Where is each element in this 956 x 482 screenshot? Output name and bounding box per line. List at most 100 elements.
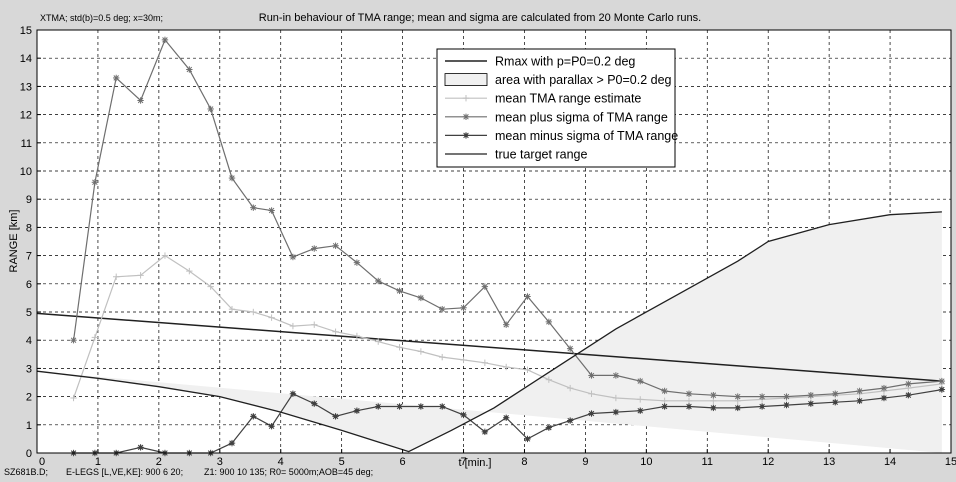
data-point [566,345,574,352]
y-tick-label: 1 [26,420,32,432]
legend-label: area with parallax > P0=0.2 deg [495,73,672,87]
data-point [566,417,574,424]
y-tick-label: 9 [26,194,32,206]
legend-swatch [444,73,488,86]
data-point [880,384,888,392]
y-tick-label: 7 [26,251,32,263]
data-point [396,344,403,351]
legend-entry: mean minus sigma of TMA range [445,129,678,143]
data-point [661,403,668,410]
data-point [462,132,470,139]
data-point [783,393,790,400]
legend-entry: mean plus sigma of TMA range [445,110,668,124]
data-point [417,403,425,410]
data-point [685,397,693,405]
y-axis-label: RANGE [km] [8,210,20,273]
data-point [268,423,275,430]
data-point [289,322,297,330]
legend-label: true target range [495,148,587,162]
data-point [612,394,620,402]
data-point [375,403,382,410]
data-point [612,372,620,379]
y-tick-label: 10 [20,166,32,178]
data-point [807,391,815,399]
data-point [353,332,361,340]
data-point [228,439,236,447]
data-point [502,363,510,371]
data-point [637,407,644,414]
data-point [524,435,531,443]
data-point [758,393,766,400]
footer-elegs: E-LEGS [L,VE,KE]: 900 6 20; [66,467,183,477]
data-point [832,399,839,406]
data-point [938,377,946,385]
data-point [905,380,912,388]
data-point [137,97,144,104]
data-point [734,404,741,412]
data-point [375,338,382,345]
data-point [228,174,236,182]
data-point [417,294,425,302]
chart-title: Run-in behaviour of TMA range; mean and … [259,12,701,24]
data-point [417,348,425,355]
x-tick-label: 13 [823,456,835,468]
legend: Rmax with p=P0=0.2 deg area with parallax… [436,48,678,168]
data-point [710,397,717,405]
legend-box [436,48,676,168]
legend-label: mean minus sigma of TMA range [495,129,678,143]
plot-border [36,29,952,454]
y-tick-label: 0 [26,448,32,460]
data-point [783,401,790,409]
data-point [758,403,766,410]
data-point [332,413,339,420]
data-point [186,267,193,275]
data-point [311,400,318,407]
data-point [70,337,77,344]
data-point [91,179,99,186]
data-point [637,396,644,403]
data-point [439,403,446,410]
x-tick-label: 9 [582,456,588,468]
y-tick-label: 11 [21,138,32,150]
series-line-5 [36,211,942,453]
data-point [332,328,339,335]
data-point [938,386,946,393]
data-point [880,394,888,402]
data-point [481,428,489,436]
x-tick-label: 5 [339,456,345,468]
data-point [311,321,318,328]
data-point [807,400,815,407]
data-point [375,277,382,285]
data-point [905,391,912,399]
footer-left: SZ681B.D; [4,467,48,477]
data-point [311,245,318,252]
data-point [289,390,297,397]
y-tick-label: 6 [26,279,32,291]
data-point [353,259,361,266]
x-tick-label: 3 [217,456,223,468]
x-tick-label: 15 [945,456,956,468]
y-tick-label: 15 [20,25,32,37]
data-point [207,283,214,290]
data-point [462,113,470,120]
x-tick-label: 0 [39,456,45,468]
footer-z1: Z1: 900 10 135; R0= 5000m;AOB=45 deg; [204,467,373,477]
data-point [186,66,193,73]
data-point [396,287,403,295]
y-tick-label: 3 [26,363,32,375]
x-tick-label: 6 [400,456,406,468]
data-point [545,424,553,431]
x-tick-label: 8 [521,456,527,468]
legend-entry: Rmax with p=P0=0.2 deg [445,55,635,69]
data-point [661,387,668,395]
data-point [856,397,863,405]
data-point [524,293,531,300]
data-point [353,407,361,414]
data-point [832,390,839,397]
data-point [710,404,717,412]
y-tick-label: 13 [20,81,32,93]
data-point [637,377,644,385]
data-point [228,305,236,313]
data-point [685,390,693,397]
